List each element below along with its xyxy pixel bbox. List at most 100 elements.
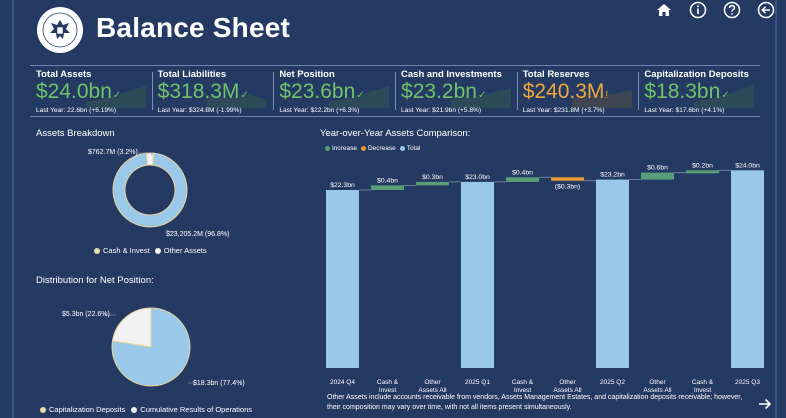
waterfall-data-label: $23.0bn [465, 174, 490, 181]
help-icon[interactable] [722, 0, 742, 20]
donut-label-cash-invest: $23,205.2M (96.8%) [166, 231, 230, 238]
info-icon[interactable] [688, 0, 708, 20]
kpi-sparkline [207, 94, 268, 108]
legend-label[interactable]: Cumulative Results of Operations [140, 405, 253, 414]
waterfall-category-label: Invest [514, 387, 532, 394]
net-position-pie-chart [111, 307, 191, 387]
legend-dot-other-assets [154, 247, 161, 254]
legend-item-increase[interactable]: Increase [325, 145, 357, 152]
kpi-sparkline [85, 86, 146, 108]
check-icon: ✓ [721, 90, 730, 101]
kpi-value: $23.2bn✓ [401, 80, 487, 103]
warning-icon: ! [605, 90, 609, 101]
check-icon: ✓ [356, 90, 365, 101]
check-icon: ✓ [477, 90, 487, 101]
legend-dot-cash-invest [94, 247, 100, 254]
kpi-sparkline [329, 86, 390, 108]
header: Balance Sheet [0, 0, 786, 60]
kpi-sparkline [450, 88, 511, 108]
kpi-value: $318.3M✓ [157, 80, 249, 103]
kpi-cash-investments: Cash and Investments $23.2bn✓ Last Year:… [395, 66, 517, 116]
waterfall-category-label: Cash & [512, 379, 534, 386]
waterfall-data-label: ($0.3bn) [555, 184, 580, 191]
legend-dot-cumulative-results [131, 406, 138, 413]
waterfall-legend: Increase Decrease Total [325, 145, 421, 152]
kpi-last-year: Last Year: 22.6bn (+6.19%) [36, 107, 117, 114]
waterfall-data-label: $24.0bn [735, 162, 760, 169]
legend-item-decrease[interactable]: Decrease [360, 145, 396, 152]
waterfall-category-label: Assets All [553, 387, 582, 394]
right-border [775, 0, 777, 418]
waterfall-bar-total[interactable] [596, 179, 629, 368]
page-title: Balance Sheet [96, 12, 291, 43]
waterfall-category-label: Cash & [377, 379, 399, 386]
pie-label-capitalization-deposits: $18.3bn (77.4%) [193, 380, 245, 387]
donut-slice-cash-invest[interactable] [112, 152, 188, 228]
kpi-value: $18.3bn✓ [644, 80, 730, 103]
kpi-last-year: Last Year: $324.8M (-1.99%) [157, 107, 242, 114]
pie-leader-lines [103, 314, 194, 384]
waterfall-category-label: Invest [694, 387, 712, 394]
kpi-total-liabilities: Total Liabilities $318.3M✓ Last Year: $3… [151, 66, 274, 116]
nav-icons [654, 0, 776, 20]
agency-seal-logo [37, 7, 83, 53]
waterfall-category-label: Invest [379, 387, 397, 394]
home-icon[interactable] [654, 0, 674, 20]
waterfall-category-label: 2024 Q4 [330, 379, 355, 386]
kpi-label: Total Reserves [522, 69, 590, 80]
waterfall-category-label: Other [649, 379, 666, 386]
kpi-capitalization-deposits: Capitalization Deposits $18.3bn✓ Last Ye… [638, 66, 760, 116]
waterfall-category-label: 2025 Q3 [735, 379, 760, 386]
waterfall-data-label: $0.4bn [512, 169, 533, 176]
legend-label[interactable]: Cash & Invest [103, 246, 150, 255]
waterfall-bar-increase[interactable] [641, 172, 674, 180]
next-page-arrow-icon[interactable] [758, 397, 772, 411]
assets-breakdown-title: Assets Breakdown [36, 128, 115, 139]
waterfall-bar-increase[interactable] [686, 170, 719, 174]
waterfall-data-label: $0.3bn [422, 174, 443, 181]
waterfall-data-label: $0.4bn [377, 177, 398, 184]
waterfall-category-label: 2025 Q1 [465, 379, 490, 386]
waterfall-data-label: $0.6bn [647, 165, 668, 172]
kpi-last-year: Last Year: $17.6bn (+4.1%) [644, 107, 725, 114]
waterfall-bar-total[interactable] [461, 181, 494, 368]
waterfall-footnote: Other Assets include accounts receivable… [327, 394, 743, 411]
waterfall-category-label: Assets All [418, 387, 447, 394]
waterfall-bar-increase[interactable] [371, 185, 404, 190]
assets-donut-chart [112, 152, 188, 228]
legend-label[interactable]: Other Assets [163, 246, 207, 255]
waterfall-category-label: Other [559, 379, 576, 386]
waterfall-data-label: $22.3bn [330, 182, 355, 189]
net-position-legend: Capitalization Deposits Cumulative Resul… [40, 405, 252, 414]
check-icon: ✓ [112, 90, 122, 101]
kpi-label: Capitalization Deposits [644, 69, 749, 80]
kpi-total-assets: Total Assets $24.0bn✓ Last Year: 22.6bn … [30, 66, 152, 116]
waterfall-bar-total[interactable] [326, 190, 359, 368]
kpi-label: Cash and Investments [401, 69, 502, 80]
legend-label[interactable]: Capitalization Deposits [49, 405, 126, 414]
check-icon: ✓ [240, 90, 249, 101]
waterfall-data-label: $0.2bn [692, 162, 713, 169]
waterfall-bar-decrease[interactable] [551, 177, 584, 181]
assets-breakdown-legend: Cash & Invest Other Assets [94, 246, 207, 255]
kpi-value: $24.0bn✓ [36, 80, 122, 103]
waterfall-data-label: $23.2bn [600, 172, 625, 179]
waterfall-bar-increase[interactable] [506, 177, 539, 182]
kpi-label: Total Assets [36, 69, 92, 80]
kpi-label: Total Liabilities [157, 69, 227, 80]
left-border [12, 0, 14, 418]
waterfall-title: Year-over-Year Assets Comparison: [320, 128, 471, 139]
back-icon[interactable] [756, 0, 776, 20]
kpi-last-year: Last Year: $21.9bn (+5.8%) [401, 107, 482, 114]
kpi-value: $240.3M! [522, 80, 609, 103]
waterfall-category-label: Other [424, 379, 441, 386]
pie-label-cumulative-results: $5.3bn (22.6%) [62, 311, 110, 318]
kpi-sparkline [694, 84, 755, 108]
waterfall-bar-total[interactable] [731, 170, 764, 368]
pie-slice-cumulative-results[interactable] [111, 307, 152, 348]
legend-item-total[interactable]: Total [399, 145, 421, 152]
waterfall-bar-increase[interactable] [416, 181, 449, 186]
donut-leader-lines [138, 152, 176, 233]
kpi-total-reserves: Total Reserves $240.3M! Last Year: $231.… [516, 66, 639, 116]
